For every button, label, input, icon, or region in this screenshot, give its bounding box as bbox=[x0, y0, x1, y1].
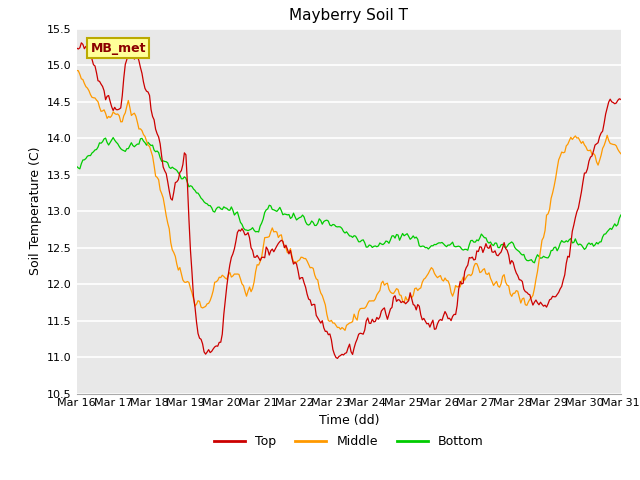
Text: MB_met: MB_met bbox=[90, 42, 146, 55]
Legend: Top, Middle, Bottom: Top, Middle, Bottom bbox=[209, 430, 488, 453]
X-axis label: Time (dd): Time (dd) bbox=[319, 414, 379, 427]
Title: Mayberry Soil T: Mayberry Soil T bbox=[289, 9, 408, 24]
Y-axis label: Soil Temperature (C): Soil Temperature (C) bbox=[29, 147, 42, 276]
